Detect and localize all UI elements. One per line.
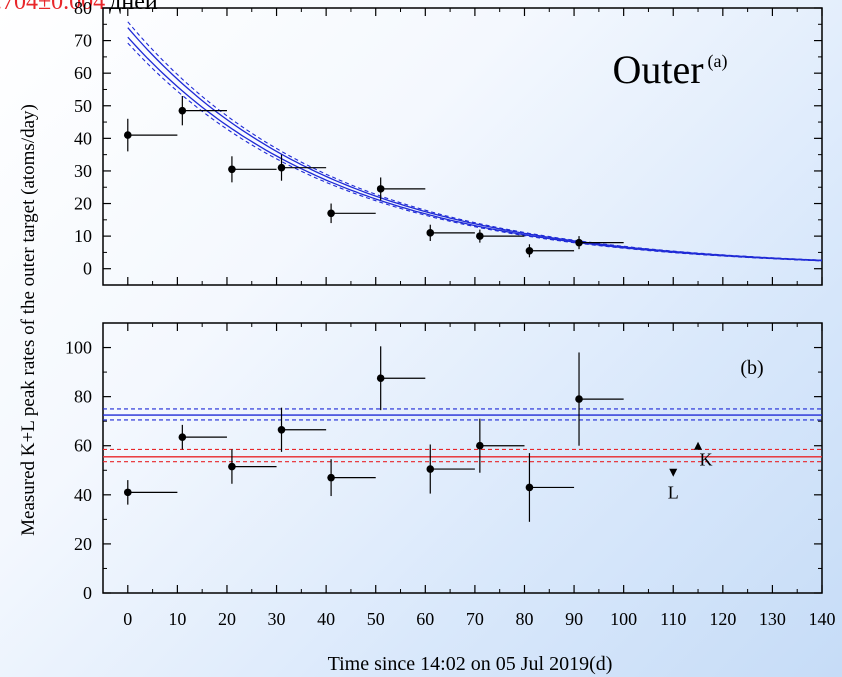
panel-b-xtick-label: 50: [367, 609, 385, 629]
fit-lower-bound-line: [127, 42, 823, 262]
panel-a-data-point: [327, 209, 335, 218]
panel-a-ytick-label: 30: [74, 161, 92, 181]
panel-a-ytick-label: 60: [74, 63, 92, 83]
panel-b-xtick-label: 90: [565, 609, 583, 629]
panel-a-points: [123, 95, 624, 258]
panel-b-data-point: [327, 473, 335, 482]
panel-a-data-point: [525, 246, 534, 255]
annotation-L-marker: [669, 468, 678, 477]
panel-a-ytick-label: 0: [83, 259, 92, 279]
panel-a-frame: [102, 7, 823, 286]
panel-a-data-point: [426, 229, 435, 237]
panel-b-annotations: LK: [668, 441, 713, 503]
panel-a-ytick-label: 20: [74, 194, 92, 214]
panel-b-xtick-label: 0: [123, 609, 132, 629]
panel-b-ytick-labels: 0 20 40 60 80 100: [65, 338, 92, 603]
panel-b-xtick-label: 70: [466, 609, 484, 629]
panel-b-points: [123, 346, 624, 522]
panel-b-bands: [103, 408, 822, 463]
panel-b-ytick-label: 0: [83, 583, 92, 603]
panel-b-data-point: [376, 374, 385, 383]
panel-a-title: Outer (a): [612, 47, 727, 92]
panel-b-data-point: [426, 465, 435, 473]
panel-b-ytick-label: 60: [74, 436, 92, 456]
panel-a-ytick-label: 70: [74, 31, 92, 51]
panel-a-ytick-label: 40: [74, 128, 92, 148]
panel-a-ytick-labels: 0 10 20 30 40 50 60 70 80: [74, 0, 92, 279]
panel-a: 0 10 20 30 40 50 60 70 80 Outer (a): [74, 0, 823, 286]
panel-b-data-point: [277, 425, 286, 434]
panel-b-xtick-label: 140: [809, 609, 836, 629]
panel-b-data-point: [123, 488, 132, 497]
panel-b-xtick-label: 40: [317, 609, 335, 629]
annotation-L-label: L: [668, 483, 679, 503]
fit-curve-line: [127, 36, 823, 262]
panel-b-data-point: [476, 441, 484, 450]
panel-b-data-point: [228, 462, 236, 471]
panel-b-ytick-label: 100: [65, 338, 92, 358]
annotation-K-marker: [694, 441, 703, 450]
panel-a-ytick-label: 50: [74, 96, 92, 116]
y-axis-label: Measured K+L peak rates of the outer tar…: [18, 104, 39, 536]
panel-b-xtick-label: 20: [218, 609, 236, 629]
panel-b: 0 20 40 60 80 100 0 10 20 30 40 50 60 70 80 90 100 110 12…: [65, 322, 836, 629]
panel-b-label: (b): [740, 357, 763, 379]
panel-b-ytick-label: 20: [74, 534, 92, 554]
panel-a-data-point: [228, 165, 236, 174]
panel-b-ytick-label: 40: [74, 485, 92, 505]
panel-b-xtick-labels: 0 10 20 30 40 50 60 70 80 90 100 110 120 130 140: [123, 609, 835, 629]
panel-a-ytick-label: 10: [74, 226, 92, 246]
panel-a-data-point: [476, 232, 484, 240]
panel-a-data-point: [178, 106, 187, 115]
x-axis-label: Time since 14:02 on 05 Jul 2019(d): [328, 653, 613, 675]
panel-b-xtick-label: 10: [168, 609, 186, 629]
panel-b-xtick-label: 120: [709, 609, 736, 629]
panel-b-xtick-label: 30: [268, 609, 286, 629]
panel-b-ytick-label: 80: [74, 387, 92, 407]
panel-b-frame: [102, 322, 823, 594]
panel-b-ticks: [103, 323, 823, 594]
panel-b-data-point: [575, 395, 583, 403]
panel-a-title-main: Outer: [612, 47, 703, 92]
panel-a-ytick-label: 80: [74, 0, 92, 18]
panel-b-xtick-label: 80: [515, 609, 533, 629]
panel-a-ticks: [103, 7, 823, 285]
panel-a-data-point: [376, 185, 385, 193]
panel-a-data-point: [123, 131, 132, 139]
panel-a-data-point: [277, 163, 286, 172]
panel-a-fit: [127, 21, 823, 262]
panel-a-data-point: [575, 238, 583, 247]
half-life-value: .704±0.004: [0, 0, 105, 15]
fit-upper-bound-line: [127, 21, 823, 261]
annotation-K-label: K: [700, 450, 713, 470]
panel-a-title-sup: (a): [708, 51, 728, 72]
panel-b-data-point: [178, 433, 187, 441]
panel-b-xtick-label: 110: [660, 609, 686, 629]
panel-b-xtick-label: 100: [610, 609, 637, 629]
panel-b-xtick-label: 60: [416, 609, 434, 629]
panel-b-xtick-label: 130: [759, 609, 786, 629]
panel-b-data-point: [525, 483, 534, 492]
